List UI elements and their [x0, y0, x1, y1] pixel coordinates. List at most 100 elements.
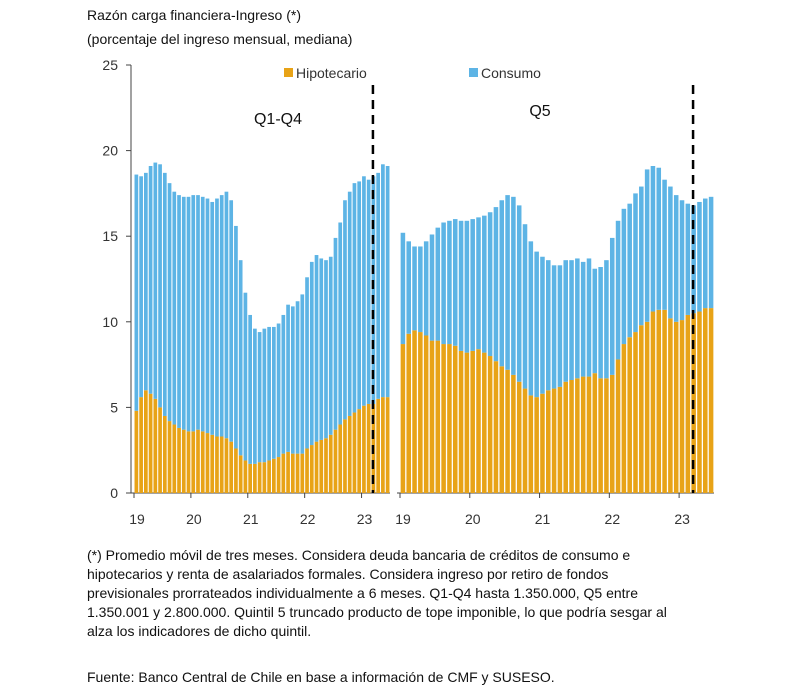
bar-consumo [621, 208, 627, 345]
bar-consumo [673, 195, 679, 322]
bar-consumo [575, 258, 580, 379]
bar-consumo [487, 212, 493, 357]
bar-hipotecario [148, 393, 153, 493]
bar-hipotecario [673, 321, 679, 493]
bar-hipotecario [139, 397, 143, 493]
bar-hipotecario [511, 374, 516, 493]
bar-hipotecario [248, 463, 252, 493]
bar-consumo [476, 217, 481, 350]
bar-hipotecario [300, 453, 305, 493]
bar-hipotecario [551, 388, 557, 493]
bar-hipotecario [257, 462, 262, 493]
legend-swatch-hipotecario [284, 68, 293, 77]
bar-hipotecario [253, 463, 257, 493]
bar-consumo [644, 169, 650, 322]
bar-hipotecario [196, 429, 200, 493]
bar-hipotecario [314, 441, 319, 493]
x-tick-label: 22 [605, 511, 621, 527]
bar-consumo [362, 176, 366, 406]
bar-consumo [569, 260, 574, 381]
bar-hipotecario [441, 344, 446, 493]
bar-consumo [708, 196, 714, 309]
bar-consumo [639, 186, 644, 326]
bar-hipotecario [615, 359, 621, 493]
bar-consumo [366, 179, 371, 404]
bar-hipotecario [295, 453, 300, 493]
bar-consumo [376, 172, 380, 399]
chart-subtitle: (porcentaje del ingreso mensual, mediana… [87, 31, 353, 47]
bar-hipotecario [181, 429, 186, 493]
bar-consumo [186, 196, 191, 432]
bar-hipotecario [158, 407, 162, 493]
bar-hipotecario [215, 436, 219, 493]
bar-consumo [470, 219, 475, 351]
bar-hipotecario [309, 445, 314, 493]
legend-label: Consumo [481, 65, 541, 81]
chart-title: Razón carga financiera-Ingreso (*) [87, 7, 301, 23]
bar-hipotecario [575, 378, 580, 493]
bar-hipotecario [423, 335, 429, 493]
x-tick-label: 23 [357, 511, 373, 527]
bar-consumo [592, 268, 598, 374]
bar-consumo [650, 166, 656, 312]
bar-consumo [253, 328, 257, 464]
bar-hipotecario [362, 405, 366, 493]
bar-consumo [551, 265, 557, 389]
bar-hipotecario [429, 340, 435, 493]
footnote: (*) Promedio móvil de tres meses. Consid… [87, 547, 667, 639]
bar-hipotecario [352, 412, 357, 493]
bar-consumo [191, 195, 196, 432]
bar-consumo [333, 237, 338, 430]
bar-consumo [234, 225, 238, 449]
bar-hipotecario [272, 458, 276, 493]
bar-hipotecario [476, 349, 481, 493]
bar-consumo [697, 201, 702, 312]
bar-hipotecario [447, 344, 452, 493]
bar-hipotecario [470, 350, 475, 493]
bar-hipotecario [662, 309, 667, 493]
bar-consumo [314, 255, 319, 442]
bar-consumo [668, 186, 673, 319]
bar-hipotecario [516, 381, 522, 493]
bar-hipotecario [338, 424, 343, 493]
bar-consumo [286, 304, 290, 452]
bar-hipotecario [528, 395, 534, 493]
y-tick-label: 5 [110, 399, 118, 415]
bar-consumo [412, 246, 417, 331]
bar-hipotecario [305, 448, 309, 493]
bar-consumo [357, 181, 362, 410]
bar-consumo [499, 200, 505, 367]
bar-hipotecario [487, 356, 493, 493]
bar-hipotecario [347, 415, 352, 493]
bar-hipotecario [703, 308, 708, 493]
bar-hipotecario [621, 344, 627, 493]
bar-consumo [679, 200, 685, 321]
y-tick-label: 20 [102, 143, 118, 159]
bar-hipotecario [639, 325, 644, 493]
bar-hipotecario [366, 403, 371, 493]
bar-consumo [505, 195, 510, 370]
bar-consumo [139, 176, 143, 398]
bar-consumo [210, 201, 215, 435]
x-tick-label: 21 [243, 511, 259, 527]
bar-consumo [703, 198, 708, 309]
bar-hipotecario [633, 332, 638, 493]
bar-hipotecario [262, 462, 267, 493]
legend-swatch-consumo [469, 68, 478, 77]
bar-consumo [224, 191, 229, 439]
bar-consumo [423, 241, 429, 336]
bar-hipotecario [546, 390, 551, 493]
bar-hipotecario [697, 311, 702, 493]
bar-hipotecario [644, 321, 650, 493]
bar-consumo [691, 205, 696, 314]
bar-consumo [516, 205, 522, 382]
bar-consumo [400, 232, 406, 345]
bar-consumo [144, 172, 148, 391]
bar-hipotecario [343, 419, 347, 493]
bar-consumo [172, 191, 177, 425]
bar-consumo [511, 196, 516, 375]
bar-hipotecario [234, 448, 238, 493]
bar-consumo [435, 227, 441, 341]
bar-hipotecario [134, 410, 139, 493]
bar-hipotecario [286, 451, 290, 493]
